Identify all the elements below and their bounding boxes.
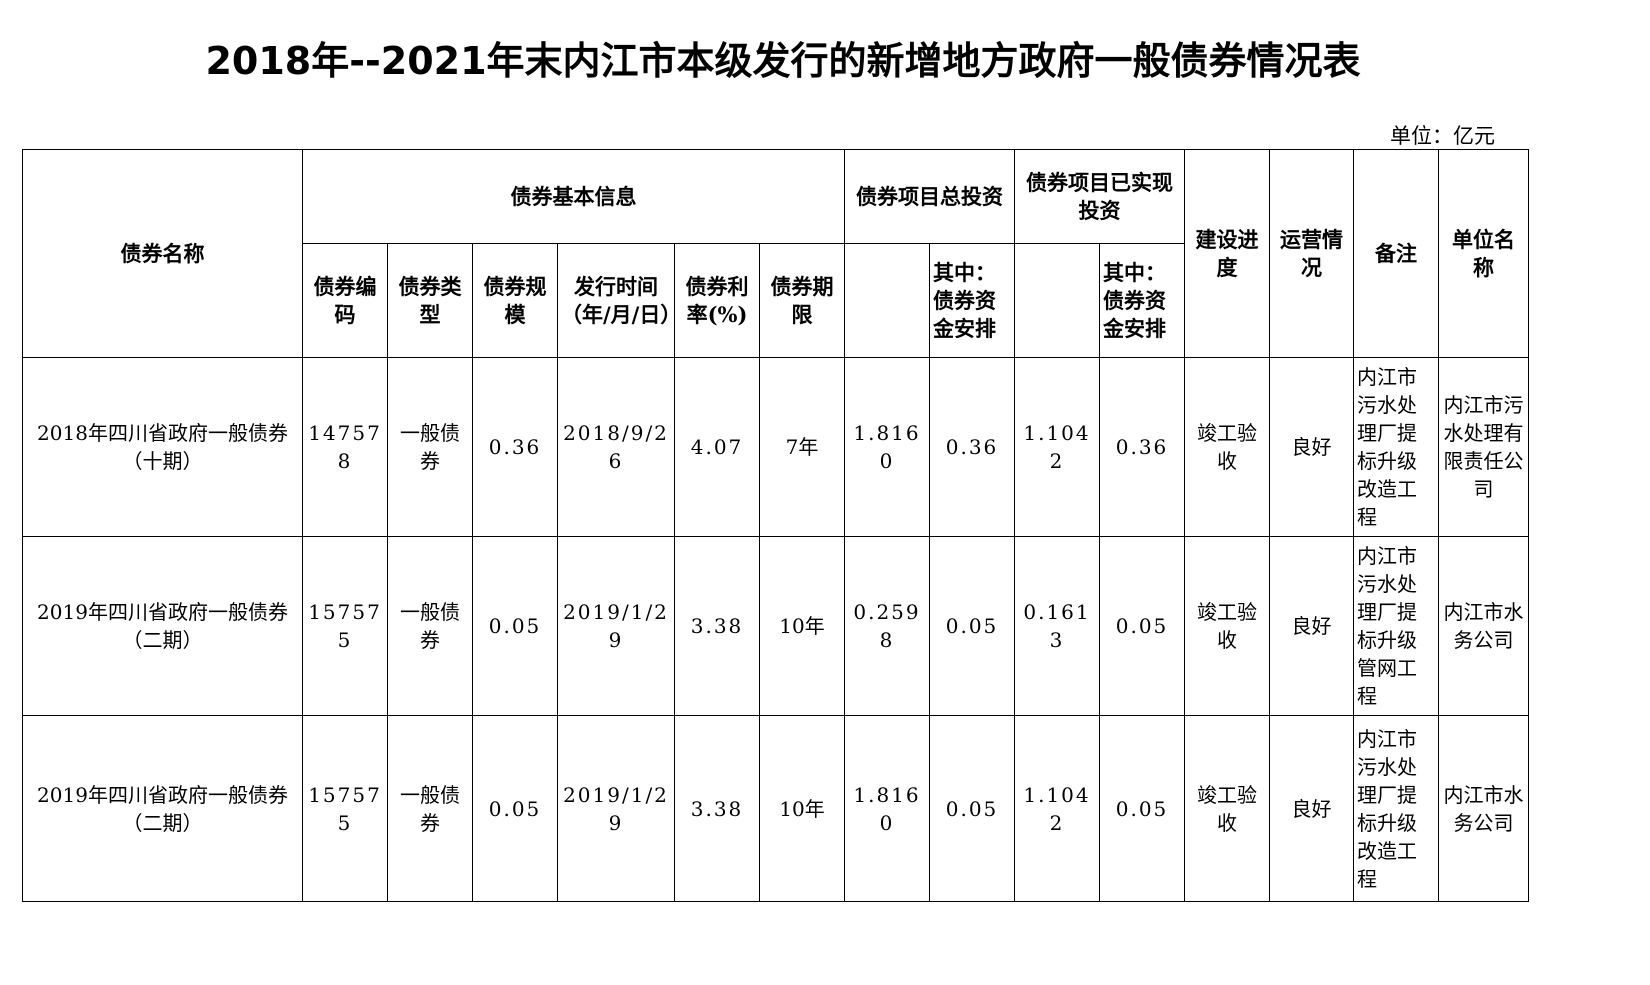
header-total: 债券项目总投资 [844, 149, 1015, 244]
cell-name: 2019年四川省政府一般债券（二期） [22, 715, 303, 902]
header-name: 债券名称 [22, 149, 303, 358]
header-progress: 建设进度 [1184, 149, 1270, 358]
cell-total: 1.8160 [844, 357, 930, 537]
cell-remark: 内江市污水处理厂提标升级改造工程 [1353, 357, 1439, 537]
page-title: 2018年--2021年末内江市本级发行的新增地方政府一般债券情况表 [205, 39, 1361, 83]
header-code: 债券编码 [302, 243, 388, 358]
cell-realized: 1.1042 [1014, 715, 1100, 902]
cell-type: 一般债券 [387, 536, 473, 716]
header-of-which-2: 其中：债券资金安排 [1099, 243, 1185, 358]
cell-progress: 竣工验收 [1184, 357, 1270, 537]
table-row: 2018年四川省政府一般债券（十期） 147578 一般债券 0.36 2018/9/2… [22, 357, 1629, 537]
header-realized: 债券项目已实现投资 [1014, 149, 1185, 244]
cell-company: 内江市污水处理有限责任公司 [1438, 357, 1529, 537]
cell-operation: 良好 [1269, 536, 1354, 716]
cell-date: 2019/1/29 [557, 536, 675, 716]
cell-operation: 良好 [1269, 715, 1354, 902]
cell-realized-bond: 0.05 [1099, 536, 1185, 716]
table-row: 2019年四川省政府一般债券（二期） 157575 一般债券 0.05 2019/1/2… [22, 715, 1629, 902]
cell-total: 0.2598 [844, 536, 930, 716]
table-row: 2019年四川省政府一般债券（二期） 157575 一般债券 0.05 2019/1/2… [22, 536, 1629, 716]
cell-term: 7年 [759, 357, 845, 537]
header-total-amount [844, 243, 930, 358]
cell-remark: 内江市污水处理厂提标升级改造工程 [1353, 715, 1439, 902]
cell-scale: 0.05 [472, 715, 558, 902]
cell-name: 2018年四川省政府一般债券（十期） [22, 357, 303, 537]
header-company: 单位名称 [1438, 149, 1529, 358]
cell-code: 157575 [302, 715, 388, 902]
header-rate: 债券利率(%) [674, 243, 760, 358]
cell-progress: 竣工验收 [1184, 715, 1270, 902]
cell-code: 147578 [302, 357, 388, 537]
header-remark: 备注 [1353, 149, 1439, 358]
cell-rate: 4.07 [674, 357, 760, 537]
header-realized-amount [1014, 243, 1100, 358]
cell-progress: 竣工验收 [1184, 536, 1270, 716]
cell-type: 一般债券 [387, 357, 473, 537]
header-operation: 运营情况 [1269, 149, 1354, 358]
header-type: 债券类型 [387, 243, 473, 358]
cell-total: 1.8160 [844, 715, 930, 902]
cell-type: 一般债券 [387, 715, 473, 902]
cell-realized-bond: 0.36 [1099, 357, 1185, 537]
header-term: 债券期限 [759, 243, 845, 358]
cell-realized-bond: 0.05 [1099, 715, 1185, 902]
cell-company: 内江市水务公司 [1438, 715, 1529, 902]
cell-scale: 0.05 [472, 536, 558, 716]
header-of-which-1: 其中：债券资金安排 [929, 243, 1015, 358]
cell-date: 2019/1/29 [557, 715, 675, 902]
cell-term: 10年 [759, 536, 845, 716]
cell-total-bond: 0.05 [929, 715, 1015, 902]
bond-table: 债券名称 债券基本信息 债券项目总投资 债券项目已实现投资 建设进度 运营情况 … [22, 149, 1629, 902]
cell-company: 内江市水务公司 [1438, 536, 1529, 716]
cell-scale: 0.36 [472, 357, 558, 537]
cell-realized: 1.1042 [1014, 357, 1100, 537]
cell-date: 2018/9/26 [557, 357, 675, 537]
cell-remark: 内江市污水处理厂提标升级管网工程 [1353, 536, 1439, 716]
header-date: 发行时间（年/月/日） [557, 243, 681, 358]
cell-code: 157575 [302, 536, 388, 716]
cell-realized: 0.1613 [1014, 536, 1100, 716]
cell-term: 10年 [759, 715, 845, 902]
cell-rate: 3.38 [674, 715, 760, 902]
header-basic: 债券基本信息 [302, 149, 845, 244]
cell-rate: 3.38 [674, 536, 760, 716]
unit-label: 单位：亿元 [1390, 124, 1495, 148]
cell-total-bond: 0.05 [929, 536, 1015, 716]
header-scale: 债券规模 [472, 243, 558, 358]
cell-operation: 良好 [1269, 357, 1354, 537]
cell-total-bond: 0.36 [929, 357, 1015, 537]
cell-name: 2019年四川省政府一般债券（二期） [22, 536, 303, 716]
